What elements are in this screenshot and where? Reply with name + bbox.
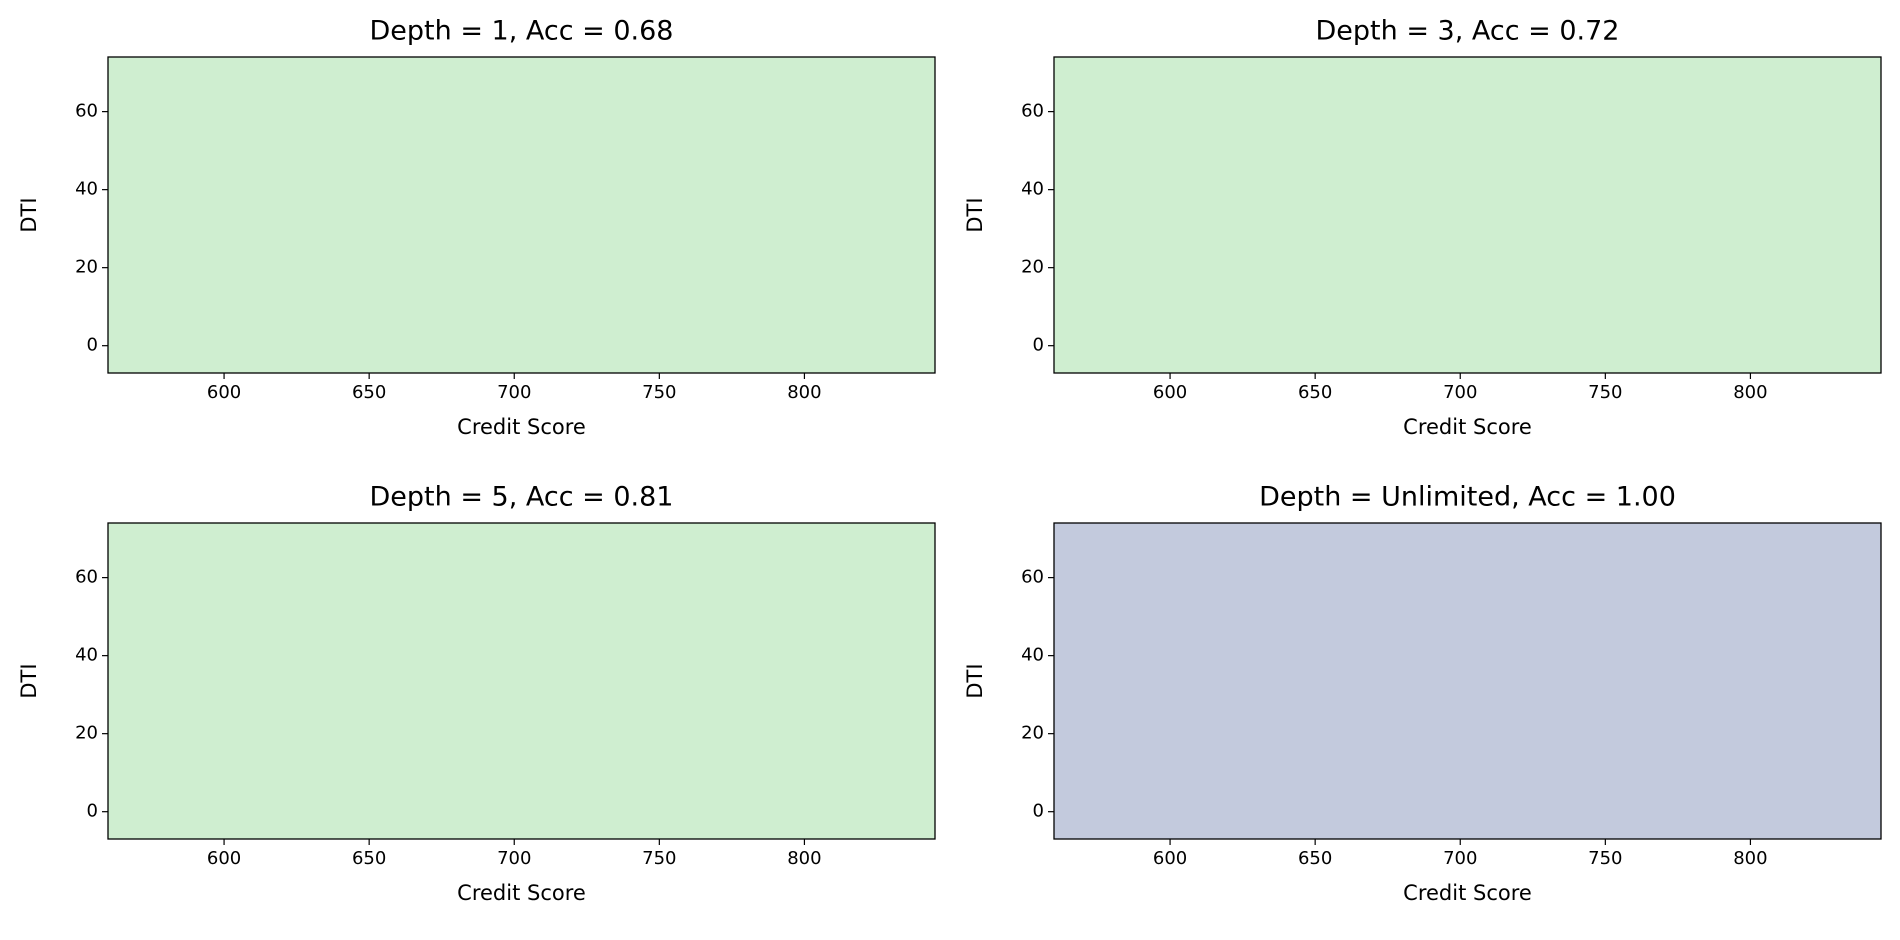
x-tick-label: 700 bbox=[1443, 382, 1477, 403]
y-tick-label: 0 bbox=[1033, 335, 1044, 356]
background-region bbox=[108, 523, 935, 839]
y-tick-label: 0 bbox=[87, 801, 98, 822]
x-tick-label: 700 bbox=[497, 848, 531, 869]
chart-title: Depth = 3, Acc = 0.72 bbox=[1316, 16, 1620, 47]
x-tick-label: 600 bbox=[1153, 848, 1187, 869]
chart-title: Depth = Unlimited, Acc = 1.00 bbox=[1259, 482, 1676, 513]
x-axis-label: Credit Score bbox=[457, 881, 586, 905]
x-tick-label: 800 bbox=[787, 848, 821, 869]
y-tick-label: 40 bbox=[1021, 645, 1044, 666]
y-tick-label: 20 bbox=[75, 723, 98, 744]
x-tick-label: 650 bbox=[352, 382, 386, 403]
y-tick-label: 20 bbox=[1021, 723, 1044, 744]
x-tick-label: 800 bbox=[787, 382, 821, 403]
chart-title: Depth = 1, Acc = 0.68 bbox=[370, 16, 674, 47]
x-tick-label: 750 bbox=[1588, 382, 1622, 403]
y-axis-label: DTI bbox=[17, 197, 41, 232]
x-tick-label: 600 bbox=[1153, 382, 1187, 403]
x-axis-label: Credit Score bbox=[1403, 415, 1532, 439]
x-tick-label: 700 bbox=[497, 382, 531, 403]
axes-frame bbox=[1053, 56, 1882, 374]
x-tick-label: 650 bbox=[1298, 848, 1332, 869]
y-axis-label: DTI bbox=[963, 197, 987, 232]
y-tick-label: 0 bbox=[87, 335, 98, 356]
chart-title: Depth = 5, Acc = 0.81 bbox=[370, 482, 674, 513]
y-tick-label: 60 bbox=[1021, 567, 1044, 588]
y-tick-label: 20 bbox=[1021, 257, 1044, 278]
x-axis-label: Credit Score bbox=[457, 415, 586, 439]
x-tick-label: 600 bbox=[207, 382, 241, 403]
y-tick-label: 20 bbox=[75, 257, 98, 278]
background-region bbox=[1054, 57, 1881, 373]
axes-frame bbox=[107, 522, 936, 840]
y-axis-label: DTI bbox=[963, 663, 987, 698]
x-tick-label: 800 bbox=[1733, 382, 1767, 403]
x-tick-label: 750 bbox=[642, 848, 676, 869]
y-tick-label: 40 bbox=[75, 179, 98, 200]
y-axis-label: DTI bbox=[17, 663, 41, 698]
y-tick-label: 60 bbox=[75, 101, 98, 122]
x-tick-label: 600 bbox=[207, 848, 241, 869]
y-tick-label: 60 bbox=[75, 567, 98, 588]
background-region bbox=[1054, 523, 1881, 839]
x-tick-label: 700 bbox=[1443, 848, 1477, 869]
axes-frame bbox=[107, 56, 936, 374]
axes-frame bbox=[1053, 522, 1882, 840]
y-tick-label: 0 bbox=[1033, 801, 1044, 822]
x-tick-label: 650 bbox=[1298, 382, 1332, 403]
y-tick-label: 40 bbox=[1021, 179, 1044, 200]
y-tick-label: 60 bbox=[1021, 101, 1044, 122]
x-tick-label: 750 bbox=[642, 382, 676, 403]
x-tick-label: 650 bbox=[352, 848, 386, 869]
background-region bbox=[108, 57, 935, 373]
x-tick-label: 800 bbox=[1733, 848, 1767, 869]
y-tick-label: 40 bbox=[75, 645, 98, 666]
x-tick-label: 750 bbox=[1588, 848, 1622, 869]
x-axis-label: Credit Score bbox=[1403, 881, 1532, 905]
